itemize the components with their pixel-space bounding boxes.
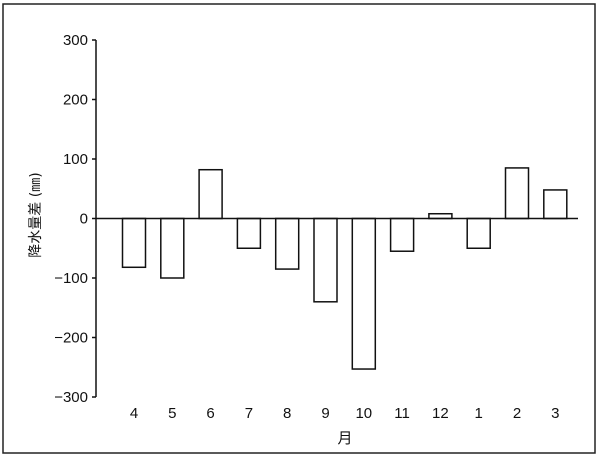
bar-month-6: [198, 168, 223, 220]
x-tick-label: 6: [206, 405, 214, 422]
y-tick-label: −300: [54, 389, 88, 406]
x-tick-label: 5: [168, 405, 176, 422]
y-axis-title: 降水量差 (㎜): [28, 172, 44, 257]
bar-month-4: [121, 217, 147, 269]
bar-month-10: [351, 217, 377, 370]
x-tick-label: 9: [321, 405, 329, 422]
x-tick-label: 12: [432, 405, 449, 422]
y-tick-label: 200: [63, 92, 88, 109]
bar-month-8: [274, 217, 300, 270]
y-tick-label: 0: [80, 211, 88, 228]
x-tick-label: 11: [394, 405, 410, 422]
bar-month-3: [543, 189, 568, 220]
bar-month-11: [389, 217, 415, 252]
bar-month-7: [236, 217, 262, 249]
x-tick-label: 2: [513, 405, 521, 422]
x-tick-label: 4: [130, 405, 138, 422]
y-axis-ticks: 300 200 100 0 −100 −200 −300: [54, 32, 96, 406]
bars: [121, 167, 568, 370]
x-tick-label: 1: [475, 405, 483, 422]
y-tick-label: 300: [63, 32, 88, 49]
bar-month-1: [466, 217, 491, 249]
y-tick-label: −100: [54, 270, 88, 287]
x-axis-title: 月: [337, 429, 352, 447]
y-tick-label: 100: [63, 151, 88, 168]
chart-border: [2, 3, 596, 454]
x-axis-tick-labels: 4 5 6 7 8 9 10 11 12 1 2 3: [130, 405, 560, 422]
bar-month-9: [313, 217, 338, 303]
x-tick-label: 3: [551, 405, 559, 422]
bar-month-2: [504, 167, 530, 220]
x-tick-label: 8: [283, 405, 291, 422]
y-tick-label: −200: [54, 330, 88, 347]
bar-month-5: [160, 217, 185, 279]
x-tick-label: 10: [355, 405, 372, 422]
x-tick-label: 7: [245, 405, 253, 422]
